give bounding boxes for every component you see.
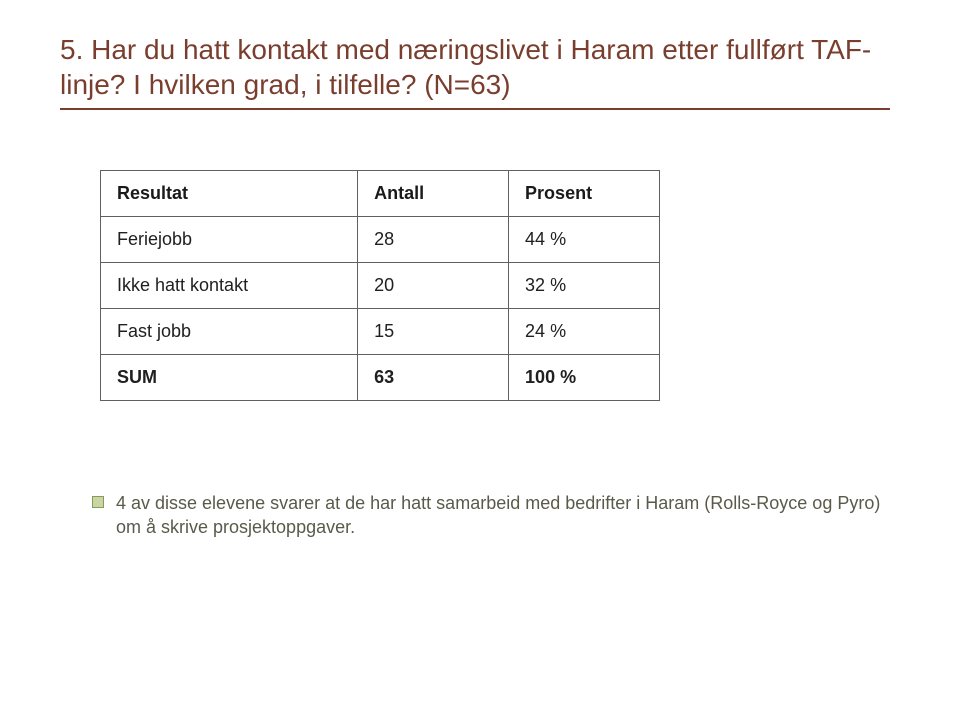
col-header-antall: Antall <box>358 171 509 217</box>
col-header-prosent: Prosent <box>509 171 660 217</box>
cell-resultat: Ikke hatt kontakt <box>101 263 358 309</box>
cell-prosent: 44 % <box>509 217 660 263</box>
bullet-list: 4 av disse elevene svarer at de har hatt… <box>92 491 899 540</box>
table-row: Feriejobb 28 44 % <box>101 217 660 263</box>
cell-sum-prosent: 100 % <box>509 355 660 401</box>
cell-prosent: 32 % <box>509 263 660 309</box>
results-table-wrap: Resultat Antall Prosent Feriejobb 28 44 … <box>100 170 899 401</box>
cell-antall: 20 <box>358 263 509 309</box>
square-bullet-icon <box>92 496 104 508</box>
results-table: Resultat Antall Prosent Feriejobb 28 44 … <box>100 170 660 401</box>
slide-container: 5. Har du hatt kontakt med næringslivet … <box>0 0 959 580</box>
cell-sum-antall: 63 <box>358 355 509 401</box>
cell-resultat: Fast jobb <box>101 309 358 355</box>
cell-sum-label: SUM <box>101 355 358 401</box>
title-block: 5. Har du hatt kontakt med næringslivet … <box>60 32 899 110</box>
slide-title: 5. Har du hatt kontakt med næringslivet … <box>60 32 899 102</box>
cell-antall: 15 <box>358 309 509 355</box>
table-header-row: Resultat Antall Prosent <box>101 171 660 217</box>
table-sum-row: SUM 63 100 % <box>101 355 660 401</box>
table-row: Ikke hatt kontakt 20 32 % <box>101 263 660 309</box>
cell-prosent: 24 % <box>509 309 660 355</box>
cell-antall: 28 <box>358 217 509 263</box>
cell-resultat: Feriejobb <box>101 217 358 263</box>
bullet-item: 4 av disse elevene svarer at de har hatt… <box>92 491 899 540</box>
col-header-resultat: Resultat <box>101 171 358 217</box>
table-row: Fast jobb 15 24 % <box>101 309 660 355</box>
title-underline <box>60 108 890 110</box>
bullet-text: 4 av disse elevene svarer at de har hatt… <box>116 491 899 540</box>
